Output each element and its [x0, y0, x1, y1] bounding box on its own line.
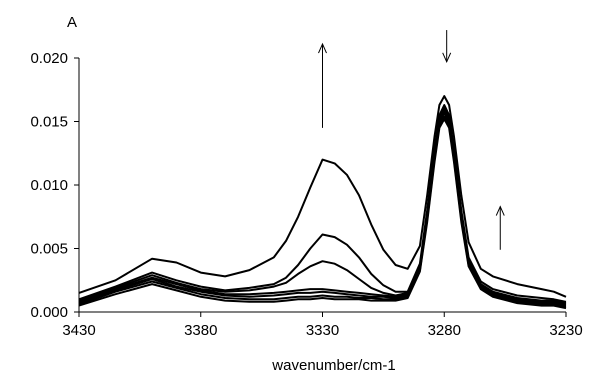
x-tick-label: 3330 [306, 322, 339, 339]
x-tick-label: 3230 [549, 322, 582, 339]
y-tick-label: 0.005 [30, 241, 68, 258]
series-group [78, 95, 567, 310]
y-tick-label: 0.000 [30, 304, 68, 321]
spectrum-line-2 [78, 104, 567, 303]
arrow-down-2 [442, 30, 452, 64]
x-tick-label: 3380 [184, 322, 217, 339]
y-tick-label: 0.010 [30, 177, 68, 194]
spectrum-line-7 [78, 118, 567, 310]
x-tick-label: 3430 [62, 322, 95, 339]
ticks: 3430 3380 3330 3280 3230 0.000 0.005 0.010 0.015… [30, 50, 582, 339]
arrow-up-3 [495, 205, 505, 250]
arrow-up-1 [318, 42, 327, 128]
y-tick-label: 0.020 [30, 50, 68, 67]
x-axis-title: wavenumber/cm-1 [271, 357, 395, 373]
x-tick-label: 3280 [428, 322, 461, 339]
annotations-group [318, 30, 505, 250]
y-axis-title: A [67, 14, 77, 31]
spectrum-line-1 [78, 95, 567, 298]
y-tick-label: 0.015 [30, 114, 68, 131]
spectrum-line-3 [78, 106, 567, 305]
